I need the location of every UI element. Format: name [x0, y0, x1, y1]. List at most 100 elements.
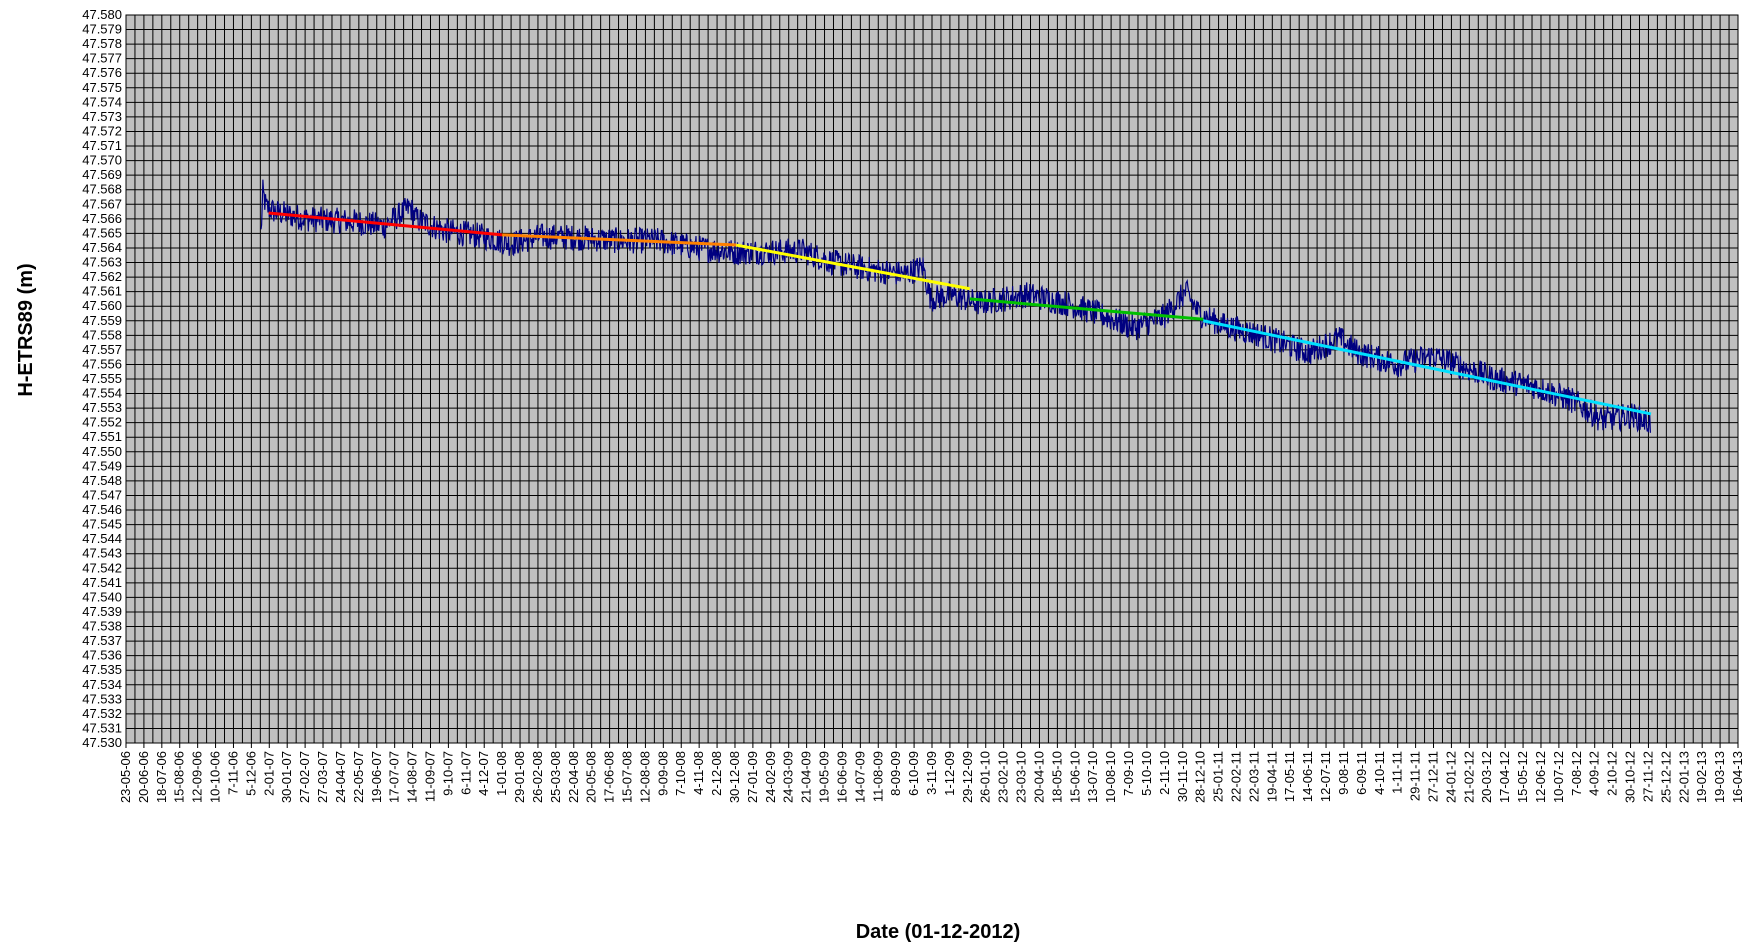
x-tick-label: 23-03-10	[1014, 751, 1029, 803]
y-tick-label: 47.554	[82, 386, 122, 401]
x-tick-label: 5-10-10	[1139, 751, 1154, 796]
y-tick-label: 47.575	[82, 80, 122, 95]
x-tick-label: 2-01-07	[261, 751, 276, 796]
y-axis-title: H-ETRS89 (m)	[15, 263, 37, 396]
y-tick-label: 47.578	[82, 36, 122, 51]
x-tick-label: 28-12-10	[1193, 751, 1208, 803]
y-tick-label: 47.550	[82, 444, 122, 459]
y-tick-label: 47.549	[82, 458, 122, 473]
x-tick-label: 12-08-08	[637, 751, 652, 803]
x-tick-label: 24-04-07	[333, 751, 348, 803]
x-tick-label: 3-11-09	[924, 751, 939, 795]
trend-segment-5	[1202, 319, 1652, 416]
x-tick-label: 25-12-12	[1658, 751, 1673, 803]
x-tick-label: 29-11-11	[1408, 751, 1423, 801]
y-tick-label: 47.568	[82, 182, 122, 197]
x-tick-label: 5-12-06	[243, 751, 258, 796]
y-tick-label: 47.531	[82, 720, 122, 735]
x-tick-label: 25-01-11	[1211, 751, 1226, 802]
x-tick-label: 30-11-10	[1175, 751, 1190, 802]
x-tick-label: 1-12-09	[942, 751, 957, 796]
x-tick-label: 26-02-08	[530, 751, 545, 803]
y-tick-label: 47.551	[82, 429, 122, 444]
x-tick-label: 26-01-10	[978, 751, 993, 803]
x-tick-label: 15-08-06	[172, 751, 187, 803]
x-tick-label: 21-02-12	[1461, 751, 1476, 803]
x-tick-label: 2-10-12	[1605, 751, 1620, 796]
x-tick-label: 19-05-09	[817, 751, 832, 803]
x-tick-label: 11-09-07	[422, 751, 437, 802]
trend-segment-2	[502, 233, 737, 247]
y-tick-label: 47.544	[82, 531, 122, 546]
x-tick-label: 22-04-08	[566, 751, 581, 803]
x-tick-label: 10-10-06	[208, 751, 223, 803]
x-tick-label: 12-07-11	[1318, 751, 1333, 802]
y-tick-label: 47.567	[82, 196, 122, 211]
x-tick-label: 16-04-13	[1730, 751, 1745, 803]
x-tick-label: 9-08-11	[1336, 751, 1351, 795]
y-tick-label: 47.580	[82, 7, 122, 22]
x-tick-label: 20-04-10	[1031, 751, 1046, 803]
x-tick-label: 24-02-09	[763, 751, 778, 803]
x-tick-label: 7-08-12	[1569, 751, 1584, 796]
x-tick-label: 22-02-11	[1228, 751, 1243, 802]
x-tick-label: 27-11-12	[1640, 751, 1655, 802]
y-tick-label: 47.542	[82, 560, 122, 575]
x-tick-label: 14-07-09	[852, 751, 867, 803]
x-tick-label: 19-06-07	[369, 751, 384, 803]
y-tick-label: 47.565	[82, 225, 122, 240]
x-tick-label: 17-06-08	[602, 751, 617, 803]
x-tick-label: 27-01-09	[745, 751, 760, 803]
x-tick-label: 29-12-09	[960, 751, 975, 803]
x-tick-label: 17-07-07	[387, 751, 402, 803]
x-tick-label: 12-06-12	[1533, 751, 1548, 803]
x-axis-title: Date (01-12-2012)	[856, 921, 1021, 943]
x-tick-label: 24-01-12	[1443, 751, 1458, 803]
y-tick-label: 47.573	[82, 109, 122, 124]
x-tick-label: 4-10-11	[1372, 751, 1387, 795]
x-tick-label: 1-11-11	[1390, 751, 1405, 794]
y-tick-label: 47.532	[82, 706, 122, 721]
x-tick-label: 4-09-12	[1587, 751, 1602, 796]
gridlines	[125, 14, 1739, 748]
x-tick-label: 23-05-06	[118, 751, 133, 803]
x-tick-label: 12-09-06	[190, 751, 205, 803]
y-tick-label: 47.558	[82, 327, 122, 342]
x-tick-label: 27-03-07	[315, 751, 330, 803]
x-tick-label: 21-04-09	[799, 751, 814, 803]
y-tick-label: 47.537	[82, 633, 122, 648]
x-tick-label: 19-04-11	[1264, 751, 1279, 802]
x-tick-label: 20-05-08	[584, 751, 599, 803]
y-tick-label: 47.564	[82, 240, 122, 255]
x-tick-label: 9-09-08	[655, 751, 670, 796]
x-tick-label: 15-05-12	[1515, 751, 1530, 803]
y-tick-label: 47.530	[82, 735, 122, 750]
x-tick-label: 20-06-06	[136, 751, 151, 803]
x-tick-label: 11-08-09	[870, 751, 885, 802]
y-tick-label: 47.540	[82, 589, 122, 604]
x-tick-label: 10-07-12	[1551, 751, 1566, 803]
y-tick-label: 47.533	[82, 691, 122, 706]
y-tick-label: 47.553	[82, 400, 122, 415]
y-tick-label: 47.571	[82, 138, 122, 153]
x-tick-label: 27-02-07	[297, 751, 312, 803]
x-tick-label: 24-03-09	[781, 751, 796, 803]
y-tick-label: 47.566	[82, 211, 122, 226]
x-tick-label: 2-11-10	[1157, 751, 1172, 795]
x-tick-label: 25-03-08	[548, 751, 563, 803]
y-tick-label: 47.563	[82, 255, 122, 270]
x-tick-label: 15-06-10	[1067, 751, 1082, 803]
y-tick-label: 47.534	[82, 677, 122, 692]
x-tick-label: 13-07-10	[1085, 751, 1100, 803]
y-tick-label: 47.545	[82, 517, 122, 532]
x-tick-label: 19-02-13	[1694, 751, 1709, 803]
x-tick-label: 8-09-09	[888, 751, 903, 796]
y-tick-label: 47.576	[82, 65, 122, 80]
y-tick-label: 47.570	[82, 153, 122, 168]
x-tick-label: 30-12-08	[727, 751, 742, 803]
x-tick-label: 14-06-11	[1300, 751, 1315, 802]
y-tick-label: 47.535	[82, 662, 122, 677]
x-tick-label: 17-04-12	[1497, 751, 1512, 803]
